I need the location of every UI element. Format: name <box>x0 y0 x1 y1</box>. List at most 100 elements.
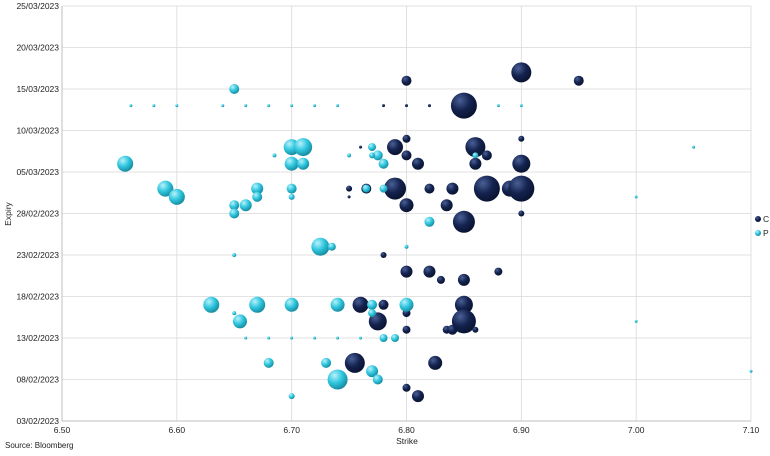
bubble-p <box>284 156 299 171</box>
bubble-p <box>327 369 348 390</box>
y-axis-title: Expiry <box>3 201 13 225</box>
bubble-p <box>157 180 174 197</box>
bubble-c <box>384 177 407 200</box>
bubble-c <box>399 198 414 213</box>
bubble-p <box>229 208 240 219</box>
bubble-p <box>519 104 523 108</box>
y-tick-label: 28/02/2023 <box>16 209 59 219</box>
bubble-p <box>203 296 220 313</box>
axes <box>61 6 751 422</box>
bubble-p <box>749 369 753 373</box>
bubble-c <box>452 210 475 233</box>
bubble-c <box>469 157 482 170</box>
bubble-c <box>378 299 389 310</box>
bubble-p <box>244 336 248 340</box>
x-tick-label: 6.80 <box>398 425 415 435</box>
bubbles <box>117 62 753 403</box>
bubble-c <box>454 295 473 314</box>
bubble-c <box>450 92 477 119</box>
legend-marker-c <box>755 216 761 222</box>
bubble-c <box>387 139 404 156</box>
bubble-p <box>251 182 264 195</box>
bubble-c <box>436 275 445 284</box>
bubble-p <box>634 319 638 323</box>
bubble-p <box>378 158 389 169</box>
y-tick-label: 08/02/2023 <box>16 375 59 385</box>
bubble-c <box>402 383 411 392</box>
legend-label: P <box>763 228 769 238</box>
bubble-c <box>401 75 412 86</box>
bubble-p <box>232 311 237 316</box>
y-tick-label: 20/03/2023 <box>16 43 59 53</box>
bubble-p <box>369 152 376 159</box>
bubble-c <box>427 104 431 108</box>
bubble-p <box>288 193 295 200</box>
bubble-c <box>382 104 386 108</box>
bubble-p <box>313 336 317 340</box>
bubble-p <box>263 357 274 368</box>
bubble-p <box>232 314 247 329</box>
bubble-p <box>267 104 271 108</box>
bubble-p <box>366 365 379 378</box>
bubble-c <box>472 326 479 333</box>
bubble-p <box>379 184 388 193</box>
y-tick-label: 03/02/2023 <box>16 416 59 426</box>
bubble-p <box>391 334 400 342</box>
bubble-c <box>424 183 435 194</box>
bubble-p <box>129 104 133 108</box>
legend-marker-p <box>755 230 761 236</box>
bubble-p <box>284 297 299 312</box>
bubble-p <box>297 157 310 170</box>
x-tick-label: 6.60 <box>169 425 186 435</box>
bubble-p <box>368 143 377 152</box>
bubble-c <box>346 185 353 192</box>
bubble-p <box>368 309 377 318</box>
bubble-p <box>321 357 332 368</box>
bubble-p <box>290 336 294 340</box>
bubble-p <box>692 145 696 149</box>
bubble-c <box>411 390 424 403</box>
x-tick-label: 6.90 <box>513 425 530 435</box>
bubble-c <box>401 150 412 161</box>
bubble-c <box>446 182 459 195</box>
source-note: Source: Bloomberg <box>5 441 74 450</box>
legend-entry-p: P <box>755 228 769 238</box>
y-tick-label: 13/02/2023 <box>16 333 59 343</box>
bubble-p <box>359 336 363 340</box>
bubble-p <box>244 104 248 108</box>
bubble-p <box>330 297 345 312</box>
bubble-p <box>313 104 317 108</box>
gridlines <box>61 5 752 422</box>
bubble-p <box>239 199 252 212</box>
bubble-p <box>634 195 638 199</box>
bubble-p <box>372 374 383 385</box>
y-tick-label: 10/03/2023 <box>16 126 59 136</box>
bubble-p <box>249 296 266 313</box>
y-tick-label: 05/03/2023 <box>16 167 59 177</box>
bubble-c <box>402 325 411 334</box>
bubble-p <box>229 200 240 211</box>
bubble-c <box>573 75 584 86</box>
bubble-p <box>232 253 237 257</box>
bubble-c <box>494 267 503 276</box>
y-tick-label: 18/02/2023 <box>16 292 59 302</box>
x-tick-label: 6.50 <box>54 425 71 435</box>
bubble-p <box>399 297 414 312</box>
legend: CP <box>755 214 769 238</box>
bubble-p <box>272 153 277 158</box>
x-tick-labels: 6.50 6.60 6.70 6.80 6.90 7.00 7.10 <box>54 425 760 435</box>
y-tick-label: 23/02/2023 <box>16 250 59 260</box>
x-tick-label: 6.70 <box>283 425 300 435</box>
x-tick-label: 7.10 <box>743 425 760 435</box>
bubble-c <box>473 175 500 202</box>
bubble-c <box>451 309 476 334</box>
bubble-c <box>457 273 470 286</box>
legend-label: C <box>763 214 769 224</box>
bubble-p <box>152 104 156 108</box>
bubble-p <box>168 188 185 205</box>
bubble-p <box>372 150 383 161</box>
bubble-c <box>400 265 413 278</box>
bubble-c <box>347 195 351 199</box>
bubble-p <box>252 191 263 202</box>
bubble-p <box>336 104 340 108</box>
